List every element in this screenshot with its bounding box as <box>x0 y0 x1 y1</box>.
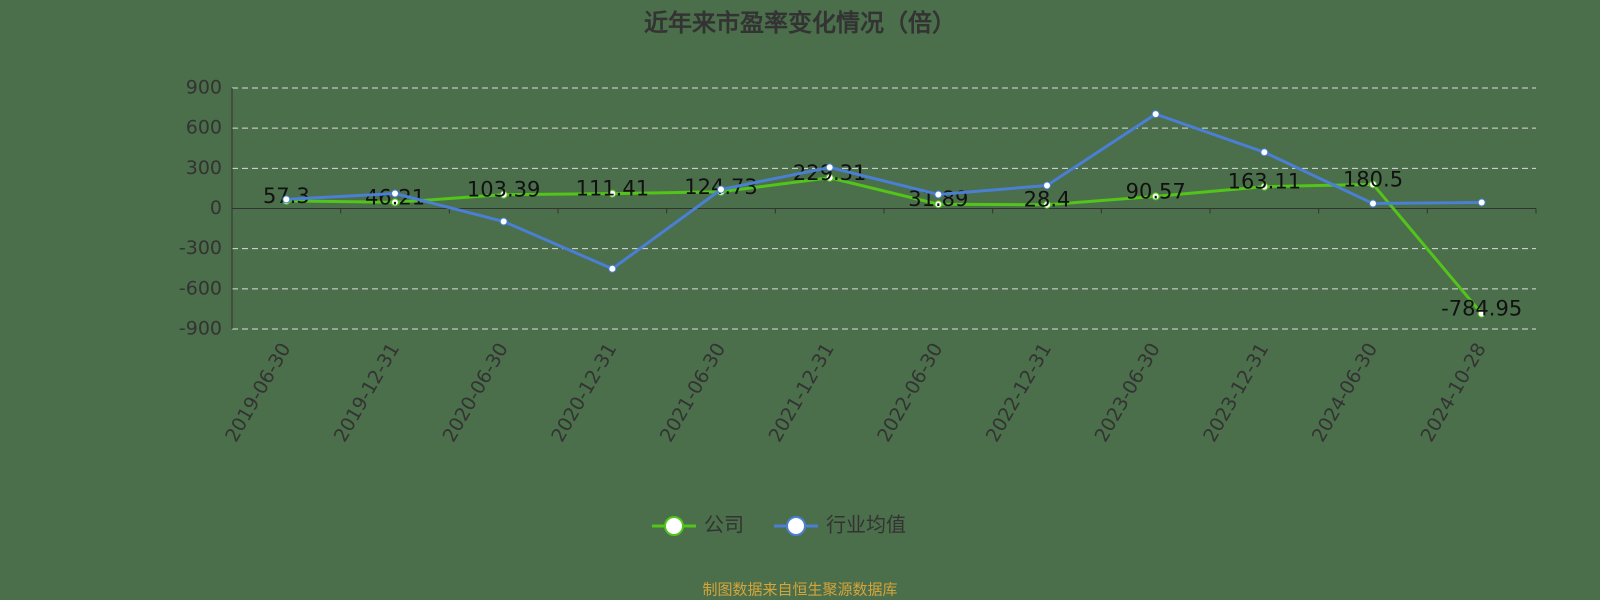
source-note: 制图数据来自恒生聚源数据库 <box>702 581 897 599</box>
data-point <box>1151 192 1160 201</box>
data-point <box>391 189 399 198</box>
data-label: 111.41 <box>576 177 649 201</box>
data-point <box>1043 181 1051 190</box>
data-point <box>282 195 291 204</box>
data-point <box>608 189 617 198</box>
y-tick-label: 600 <box>186 117 222 139</box>
legend-item: 公司 <box>652 513 744 537</box>
y-tick-label: -300 <box>179 237 222 259</box>
data-label: -784.95 <box>1441 297 1522 321</box>
series-line <box>286 112 1482 271</box>
data-label: 180.5 <box>1343 167 1403 191</box>
data-point <box>1260 148 1269 157</box>
legend-item: 行业均值 <box>774 513 906 537</box>
data-label: 28.4 <box>1024 188 1071 212</box>
data-label: 163.11 <box>1228 170 1301 194</box>
y-tick-label: -600 <box>179 277 222 299</box>
data-point <box>391 198 399 207</box>
legend-marker <box>664 516 684 536</box>
data-point <box>608 264 617 273</box>
data-point <box>499 190 508 199</box>
legend-label: 行业均值 <box>826 513 906 537</box>
data-point <box>825 163 834 172</box>
legend-label: 公司 <box>704 513 744 537</box>
data-point <box>1260 182 1269 191</box>
data-point <box>825 173 834 182</box>
data-label: 103.39 <box>467 178 540 202</box>
data-point <box>1477 309 1486 318</box>
y-tick-label: 300 <box>186 157 222 179</box>
series-line <box>286 176 1483 315</box>
data-point <box>934 190 943 199</box>
data-point <box>1043 200 1051 209</box>
data-point <box>1369 199 1377 208</box>
y-tick-label: 900 <box>186 77 222 99</box>
data-label: 90.57 <box>1126 179 1186 203</box>
data-point <box>717 185 725 194</box>
data-point <box>1477 198 1486 207</box>
data-point <box>1369 180 1377 189</box>
chart-title: 近年来市盈率变化情况（倍） <box>644 9 956 37</box>
y-tick-label: -900 <box>179 318 222 340</box>
y-tick-label: 0 <box>210 197 222 219</box>
data-point <box>499 217 508 226</box>
legend-marker <box>786 516 806 536</box>
data-point <box>1151 110 1160 119</box>
data-point <box>934 200 943 209</box>
